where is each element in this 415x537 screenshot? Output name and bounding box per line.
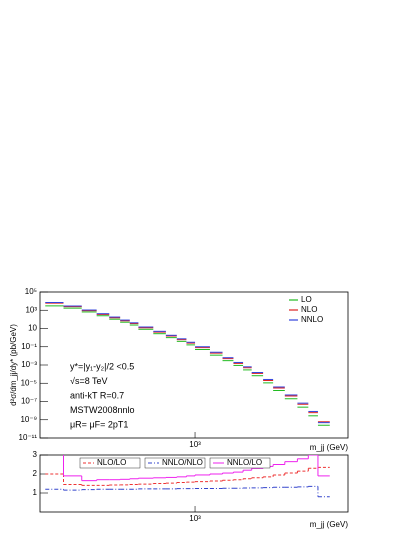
plot-area <box>45 302 330 426</box>
y-tick-label: 2 <box>33 469 38 478</box>
annotation: anti-kT R=0.7 <box>70 390 124 400</box>
x-axis-label: m_jj (GeV) <box>310 520 349 529</box>
y-tick-label: 10⁻¹ <box>21 342 37 351</box>
y-tick-label: 1 <box>33 488 38 497</box>
x-tick-label: 10³ <box>189 440 201 449</box>
x-axis-label: m_jj (GeV) <box>310 443 349 452</box>
annotation: y*=|y₁-y₂|/2 <0.5 <box>70 361 134 371</box>
y-tick-label: 10⁵ <box>25 287 37 296</box>
annotation: MSTW2008nnlo <box>70 405 135 415</box>
legend-label: NLO/LO <box>97 458 126 467</box>
legend-label: NNLO/NLO <box>162 458 203 467</box>
annotation: √s=8 TeV <box>70 376 108 386</box>
legend-box <box>144 457 206 469</box>
y-tick-label: 10⁻¹¹ <box>19 433 38 442</box>
y-tick-label: 10⁻⁷ <box>21 397 37 406</box>
y-tick-label: 10 <box>28 324 37 333</box>
plot-area <box>45 455 330 498</box>
y-tick-label: 10⁻³ <box>21 360 37 369</box>
x-tick-label: 10³ <box>189 514 201 523</box>
y-tick-label: 10³ <box>25 305 37 314</box>
legend-box <box>79 457 141 469</box>
y-axis-label: d²σ/dm_jj/dy* (pb/GeV) <box>9 324 18 406</box>
legend-label: NNLO <box>301 315 323 324</box>
y-tick-label: 3 <box>33 450 38 459</box>
legend-label: NNLO/LO <box>227 458 262 467</box>
y-tick-label: 10⁻⁹ <box>20 415 37 424</box>
legend-label: LO <box>301 295 312 304</box>
legend-label: NLO <box>301 305 317 314</box>
annotation: μR= μF= 2pT1 <box>70 419 128 429</box>
plot-frame <box>39 454 349 513</box>
legend-box <box>209 457 271 469</box>
y-tick-label: 10⁻⁵ <box>21 378 37 387</box>
